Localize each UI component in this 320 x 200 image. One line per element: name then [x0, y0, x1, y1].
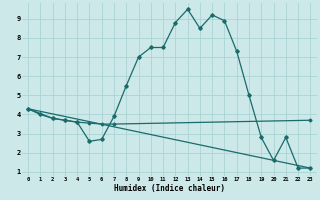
- X-axis label: Humidex (Indice chaleur): Humidex (Indice chaleur): [114, 184, 225, 193]
